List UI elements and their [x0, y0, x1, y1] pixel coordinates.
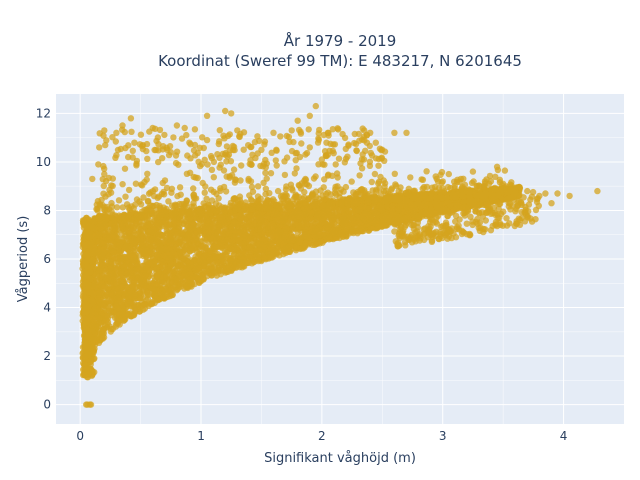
data-point [266, 240, 274, 247]
data-point [153, 251, 161, 259]
data-point [108, 259, 115, 266]
data-point [250, 221, 257, 228]
chart-title: År 1979 - 2019 Koordinat (Sweref 99 TM):… [158, 31, 522, 70]
data-point [176, 236, 183, 243]
data-point [128, 275, 135, 282]
data-point [336, 230, 343, 237]
data-point [139, 306, 147, 313]
data-points [79, 102, 601, 408]
data-point [208, 215, 216, 223]
data-point [130, 311, 138, 319]
data-point [236, 243, 243, 251]
data-point [347, 207, 355, 214]
data-point [247, 235, 254, 242]
data-point [145, 302, 152, 309]
data-point [307, 215, 314, 222]
data-point [317, 238, 325, 245]
data-point [267, 254, 274, 261]
data-point [223, 267, 230, 275]
data-point [144, 291, 152, 299]
data-point [281, 233, 289, 240]
data-point [314, 213, 321, 220]
chart-title-line-1: År 1979 - 2019 [284, 31, 397, 50]
data-point [262, 247, 270, 255]
data-point [176, 224, 183, 231]
data-point [330, 215, 337, 222]
data-point [199, 243, 206, 251]
data-point [224, 243, 231, 250]
data-point [103, 312, 111, 319]
data-point [343, 226, 350, 234]
data-point [183, 243, 190, 250]
data-point [165, 239, 173, 246]
data-point [231, 219, 239, 226]
data-point [207, 248, 214, 255]
data-point [152, 292, 159, 299]
data-point [172, 283, 179, 290]
data-point [373, 225, 381, 232]
data-point [107, 271, 114, 278]
data-point [113, 265, 121, 273]
data-point [190, 242, 197, 249]
data-point [295, 225, 302, 232]
data-point [100, 284, 107, 291]
data-point [240, 234, 247, 241]
data-point [207, 256, 214, 263]
data-point [255, 257, 262, 265]
data-point [167, 262, 174, 269]
data-point [309, 228, 316, 235]
data-point [127, 268, 134, 276]
data-point [98, 262, 105, 270]
data-point [119, 254, 126, 262]
data-point [133, 283, 140, 291]
data-point [364, 221, 372, 228]
data-point [141, 272, 149, 279]
data-point [203, 236, 210, 243]
data-point [216, 214, 224, 221]
data-point [306, 234, 313, 241]
data-point [200, 253, 207, 260]
data-point [360, 227, 367, 235]
data-point [270, 211, 277, 218]
data-point [210, 234, 218, 241]
chart-title-line-2: Koordinat (Sweref 99 TM): E 483217, N 62… [158, 52, 522, 70]
data-point [336, 206, 343, 214]
data-point [324, 224, 332, 231]
data-point [145, 259, 153, 267]
data-point [169, 273, 176, 280]
data-point [240, 227, 248, 234]
data-point [110, 278, 117, 286]
